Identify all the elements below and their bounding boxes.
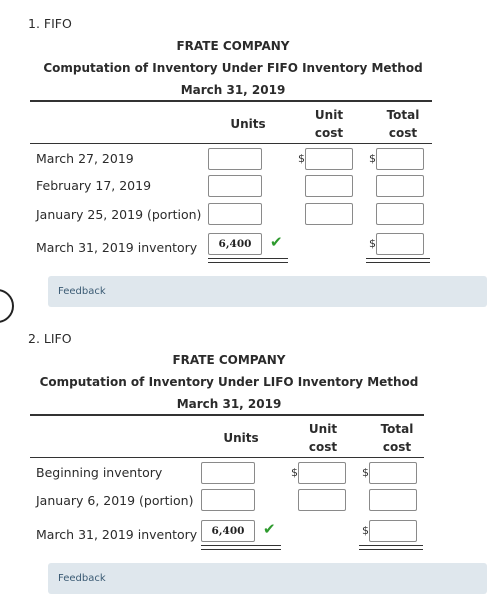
feedback-label: Feedback — [58, 286, 106, 297]
unit-cost-input[interactable] — [298, 489, 346, 511]
row-label: January 6, 2019 (portion) — [36, 493, 194, 508]
unit-cost-input[interactable] — [305, 203, 353, 225]
total-cost-column-header: Total cost — [386, 108, 420, 140]
schedule-heading: Computation of Inventory Under LIFO Inve… — [39, 375, 419, 389]
dollar-sign: $ — [362, 466, 369, 479]
feedback-panel[interactable]: Feedback — [48, 563, 487, 594]
dollar-sign: $ — [369, 152, 376, 165]
row-label: February 17, 2019 — [36, 178, 152, 193]
units-input[interactable] — [208, 148, 262, 170]
checkmark-icon: ✔ — [270, 233, 283, 251]
question-number: 2. LIFO — [28, 331, 72, 346]
total-cost-input[interactable] — [376, 233, 424, 255]
row-label: March 31, 2019 inventory — [36, 527, 198, 542]
question-number: 1. FIFO — [28, 16, 72, 31]
company-name: FRATE COMPANY — [176, 39, 290, 53]
schedule-date: March 31, 2019 — [180, 83, 286, 97]
feedback-panel[interactable]: Feedback — [48, 276, 487, 307]
dollar-sign: $ — [362, 524, 369, 537]
unit-cost-input[interactable] — [298, 462, 346, 484]
units-input[interactable]: 6,400 — [208, 233, 262, 255]
row-label: January 25, 2019 (portion) — [36, 207, 202, 222]
total-cost-input[interactable] — [369, 489, 417, 511]
row-label: Beginning inventory — [36, 465, 163, 480]
units-input[interactable] — [208, 203, 262, 225]
unit-cost-input[interactable] — [305, 148, 353, 170]
total-cost-column-header: Total cost — [380, 422, 414, 454]
unit-cost-column-header: Unit cost — [308, 422, 338, 454]
units-input[interactable] — [208, 175, 262, 197]
dollar-sign: $ — [291, 466, 298, 479]
column-header-rule — [30, 457, 424, 458]
double-underline — [201, 545, 281, 550]
total-cost-input[interactable] — [376, 203, 424, 225]
header-rule — [30, 100, 432, 102]
units-column-header: Units — [230, 117, 266, 131]
total-cost-input[interactable] — [376, 175, 424, 197]
dollar-sign: $ — [369, 237, 376, 250]
checkmark-icon: ✔ — [263, 520, 276, 538]
row-label: March 27, 2019 — [36, 151, 134, 166]
feedback-label: Feedback — [58, 573, 106, 584]
units-input[interactable] — [201, 462, 255, 484]
total-cost-input[interactable] — [369, 520, 417, 542]
total-cost-input[interactable] — [369, 462, 417, 484]
units-input[interactable]: 6,400 — [201, 520, 255, 542]
units-column-header: Units — [223, 431, 259, 445]
schedule-date: March 31, 2019 — [176, 397, 282, 411]
unit-cost-input[interactable] — [305, 175, 353, 197]
double-underline — [208, 258, 288, 263]
double-underline — [366, 258, 430, 263]
total-cost-input[interactable] — [376, 148, 424, 170]
dollar-sign: $ — [298, 152, 305, 165]
row-label: March 31, 2019 inventory — [36, 240, 198, 255]
unit-cost-column-header: Unit cost — [314, 108, 344, 140]
double-underline — [359, 545, 423, 550]
schedule-heading: Computation of Inventory Under FIFO Inve… — [43, 61, 423, 75]
question-nav-circle — [0, 289, 14, 323]
company-name: FRATE COMPANY — [172, 353, 286, 367]
header-rule — [30, 414, 424, 416]
column-header-rule — [30, 143, 432, 144]
units-input[interactable] — [201, 489, 255, 511]
